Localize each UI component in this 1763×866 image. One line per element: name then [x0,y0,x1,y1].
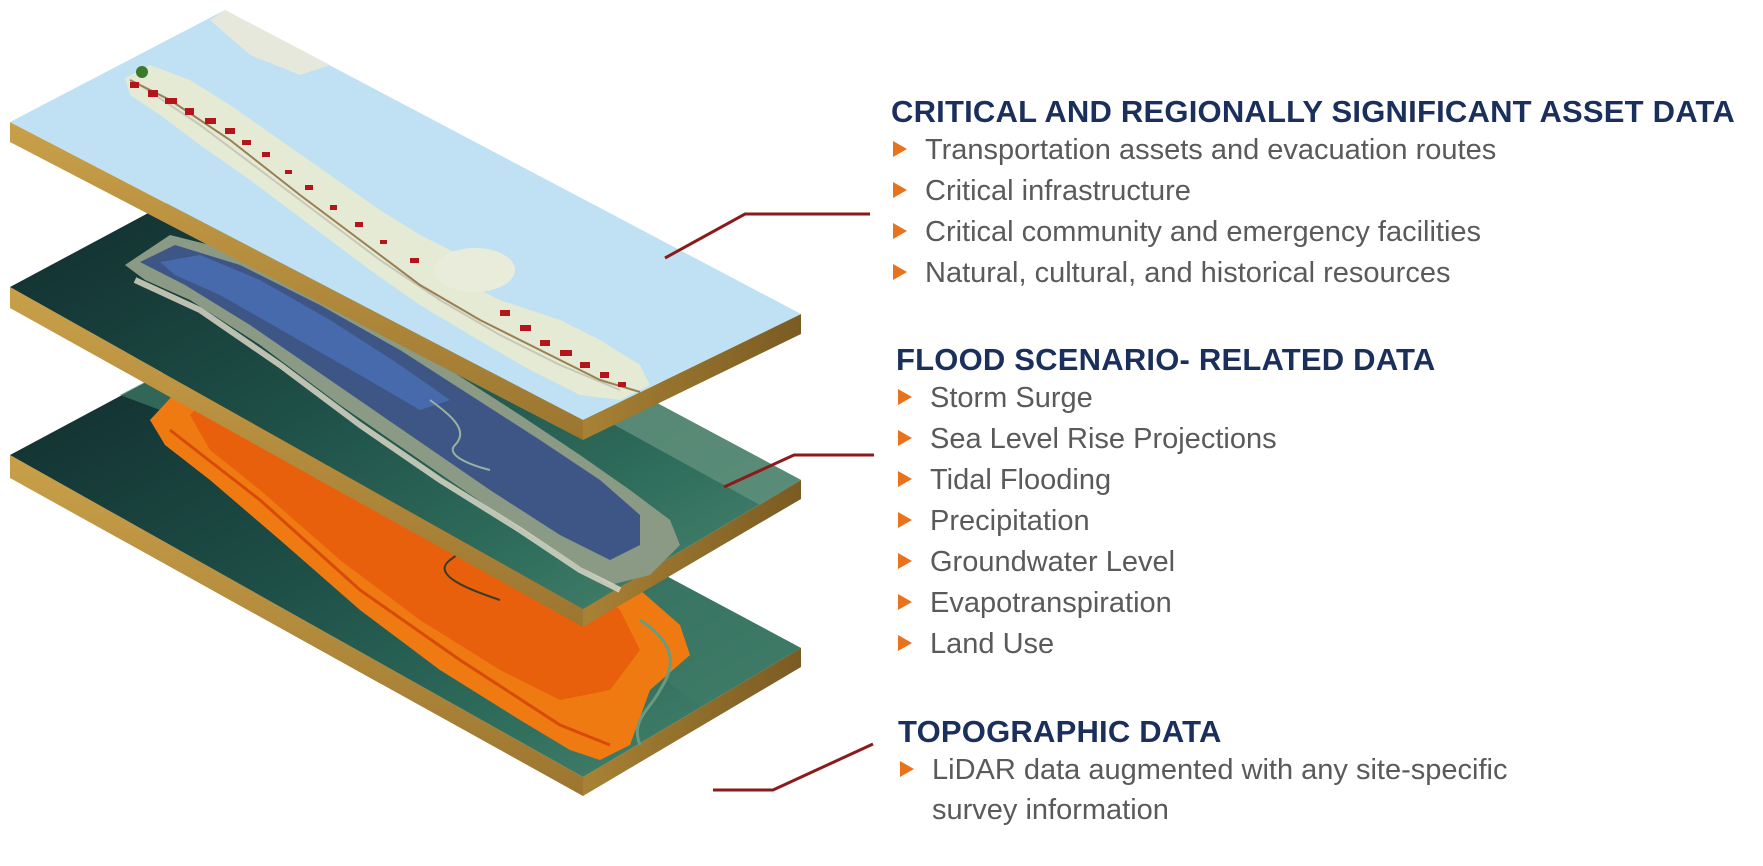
imagery-beach [133,277,622,593]
asset-map-island [125,65,650,400]
list-item: Transportation assets and evacuation rou… [891,130,1735,171]
flood-data-list: Storm Surge Sea Level Rise Projections T… [896,378,1435,665]
list-item: Groundwater Level [896,542,1435,583]
connector-topographic-data [713,742,874,792]
asset-map-layer-side-edge [583,314,801,440]
triangle-bullet-icon [898,389,912,405]
list-item: Storm Surge [896,378,1435,419]
topographic-data-section: TOPOGRAPHIC DATA LiDAR data augmented wi… [898,714,1507,830]
flood-data-section: FLOOD SCENARIO- RELATED DATA Storm Surge… [896,342,1435,665]
triangle-bullet-icon [898,512,912,528]
list-item: Land Use [896,624,1435,665]
asset-map-roads [139,84,621,391]
triangle-bullet-icon [893,182,907,198]
triangle-bullet-icon [898,594,912,610]
asset-map-evacuation-route [129,79,641,393]
topographic-data-heading: TOPOGRAPHIC DATA [898,714,1222,749]
triangle-bullet-icon [893,223,907,239]
topography-layer-front-edge [10,455,583,796]
imagery-canal [429,399,491,471]
triangle-bullet-icon [900,761,914,777]
imagery-structures-dense [160,255,450,410]
flood-data-heading: FLOOD SCENARIO- RELATED DATA [896,342,1436,377]
topography-shoreline [169,428,611,747]
triangle-bullet-icon [898,635,912,651]
topographic-data-list: LiDAR data augmented with any site-speci… [898,750,1507,830]
triangle-bullet-icon [898,471,912,487]
triangle-bullet-icon [898,553,912,569]
imagery-layer-side-edge [583,480,801,627]
connector-asset-data [664,212,870,260]
asset-map-mainland [210,10,330,75]
asset-markers [130,66,626,387]
list-item: Evapotranspiration [896,583,1435,624]
asset-map-layer [10,10,801,440]
triangle-bullet-icon [898,430,912,446]
list-item: Sea Level Rise Projections [896,419,1435,460]
list-item: LiDAR data augmented with any site-speci… [898,750,1507,830]
connector-flood-data [723,453,874,489]
list-item: Natural, cultural, and historical resour… [891,253,1735,294]
asset-data-list: Transportation assets and evacuation rou… [891,130,1735,294]
list-item: Critical community and emergency facilit… [891,212,1735,253]
topography-inlet [635,618,672,746]
imagery-developed-area [140,245,640,560]
triangle-bullet-icon [893,264,907,280]
asset-data-heading: CRITICAL AND REGIONALLY SIGNIFICANT ASSE… [891,94,1735,129]
asset-map-layer-front-edge [10,122,583,440]
triangle-bullet-icon [893,141,907,157]
topography-layer-side-edge [583,648,801,796]
asset-map-island-south [435,248,515,292]
imagery-layer-front-edge [10,287,583,627]
list-item: Tidal Flooding [896,460,1435,501]
asset-data-section: CRITICAL AND REGIONALLY SIGNIFICANT ASSE… [891,94,1735,294]
list-item: Precipitation [896,501,1435,542]
list-item: Critical infrastructure [891,171,1735,212]
